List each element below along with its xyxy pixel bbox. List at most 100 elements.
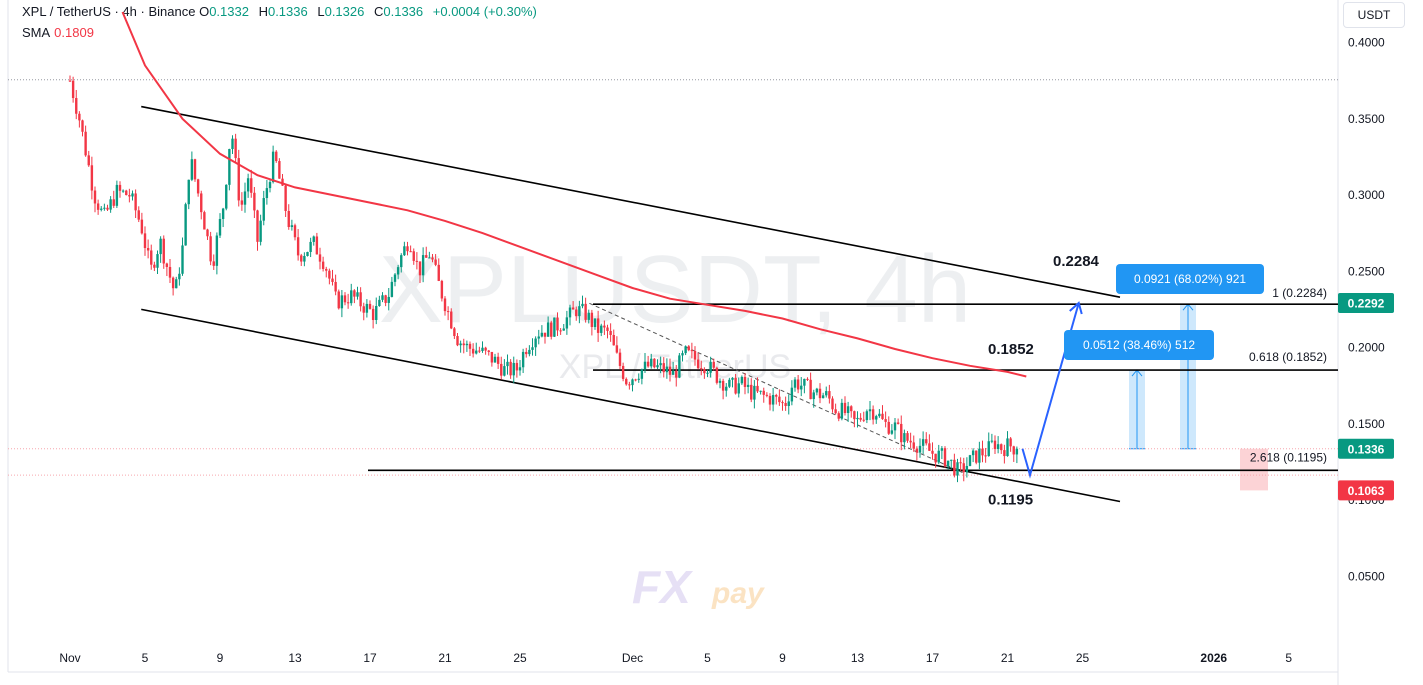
sma-label: SMA	[22, 25, 51, 40]
candle-body	[181, 245, 184, 274]
candle-body	[396, 267, 400, 275]
candle-body	[287, 210, 290, 228]
candle-body	[218, 218, 222, 236]
candle-body	[390, 281, 394, 297]
x-tick-label: 17	[926, 651, 940, 665]
candle-body	[118, 184, 122, 191]
candle-body	[815, 388, 819, 393]
candle-body	[153, 264, 156, 268]
candle-body	[303, 255, 306, 262]
candle-body	[575, 309, 578, 317]
candle-body	[365, 303, 369, 313]
candle-body	[465, 343, 469, 346]
candle-body	[137, 210, 140, 220]
candle-body	[831, 398, 834, 410]
candle-body	[968, 455, 972, 466]
candle-body	[146, 248, 150, 251]
high-label: H	[258, 4, 268, 19]
close-label: C	[373, 4, 384, 19]
candle-body	[471, 348, 475, 354]
candle-body	[478, 350, 481, 352]
candle-body	[106, 207, 109, 210]
dashed-trendline	[589, 302, 963, 474]
candle-body	[259, 220, 262, 242]
candle-body	[662, 363, 665, 373]
candle-body	[678, 355, 681, 378]
candle-body	[87, 155, 90, 166]
candle-body	[846, 406, 850, 414]
candle-body	[759, 390, 762, 392]
candle-body	[115, 184, 119, 206]
candle-body	[671, 370, 675, 375]
candle-body	[937, 450, 940, 463]
candle-body	[743, 376, 747, 387]
candle-body	[268, 182, 272, 189]
candle-body	[915, 448, 919, 453]
open-label: O	[199, 4, 210, 19]
candle-body	[565, 317, 569, 329]
price-tag-label: 0.1336	[1348, 442, 1385, 456]
sma-line	[121, 11, 1027, 378]
candle-body	[481, 347, 484, 351]
change-value: +0.0004 (+0.30%)	[432, 4, 537, 19]
candle-body	[306, 251, 309, 256]
candle-body	[1012, 446, 1015, 455]
candle-body	[990, 440, 994, 442]
y-tick-label: 0.4000	[1348, 36, 1385, 50]
candle-body	[84, 131, 87, 156]
candle-body	[953, 459, 956, 476]
candle-body	[925, 439, 928, 444]
x-tick-label: 9	[779, 651, 786, 665]
candle-body	[262, 198, 265, 221]
candle-body	[384, 295, 387, 303]
candle-body	[246, 178, 250, 192]
x-tick-label: 5	[1285, 651, 1292, 665]
candle-body	[75, 98, 78, 114]
projection-path	[1021, 302, 1080, 479]
candle-body	[887, 421, 890, 434]
candle-body	[321, 261, 325, 269]
candle-body	[534, 338, 537, 348]
sma-value: 0.1809	[54, 25, 94, 40]
low-label: L	[317, 4, 325, 19]
candle-body	[550, 322, 553, 337]
candle-body	[643, 361, 647, 370]
candle-body	[612, 334, 615, 346]
candle-body	[112, 199, 115, 206]
candle-body	[165, 263, 169, 267]
y-tick-label: 0.1500	[1348, 417, 1385, 431]
candle-body	[121, 190, 125, 192]
candle-body	[487, 350, 490, 352]
candle-body	[350, 290, 353, 304]
candle-body	[368, 303, 372, 309]
candle-body	[928, 443, 931, 451]
currency-button[interactable]: USDT	[1343, 2, 1405, 28]
candle-body	[337, 291, 340, 309]
candle-body	[537, 336, 540, 339]
measure-box	[1064, 330, 1214, 360]
candle-body	[403, 246, 406, 256]
candle-body	[646, 361, 650, 367]
candle-body	[281, 178, 284, 186]
candle-body	[712, 361, 715, 368]
candle-body	[875, 416, 878, 420]
x-tick-label: 17	[363, 651, 377, 665]
symbol-header: XPL / TetherUS · 4h · Binance O0.1332 H0…	[22, 4, 537, 19]
sma-legend[interactable]: SMA 0.1809	[22, 25, 94, 40]
candles	[68, 75, 1019, 483]
candle-body	[615, 345, 619, 353]
candle-body	[909, 440, 912, 443]
symbol-line: XPL / TetherUS · 4h · Binance	[22, 4, 196, 19]
candle-body	[959, 462, 962, 464]
candle-body	[506, 361, 509, 367]
candle-body	[196, 179, 200, 194]
candle-body	[253, 192, 256, 211]
candle-body	[284, 185, 287, 211]
candle-body	[425, 255, 428, 258]
candle-body	[684, 346, 687, 354]
level-label: 0.1195	[988, 491, 1033, 508]
candle-body	[768, 395, 772, 405]
candle-body	[771, 395, 775, 405]
x-tick-label: 2026	[1200, 651, 1227, 665]
